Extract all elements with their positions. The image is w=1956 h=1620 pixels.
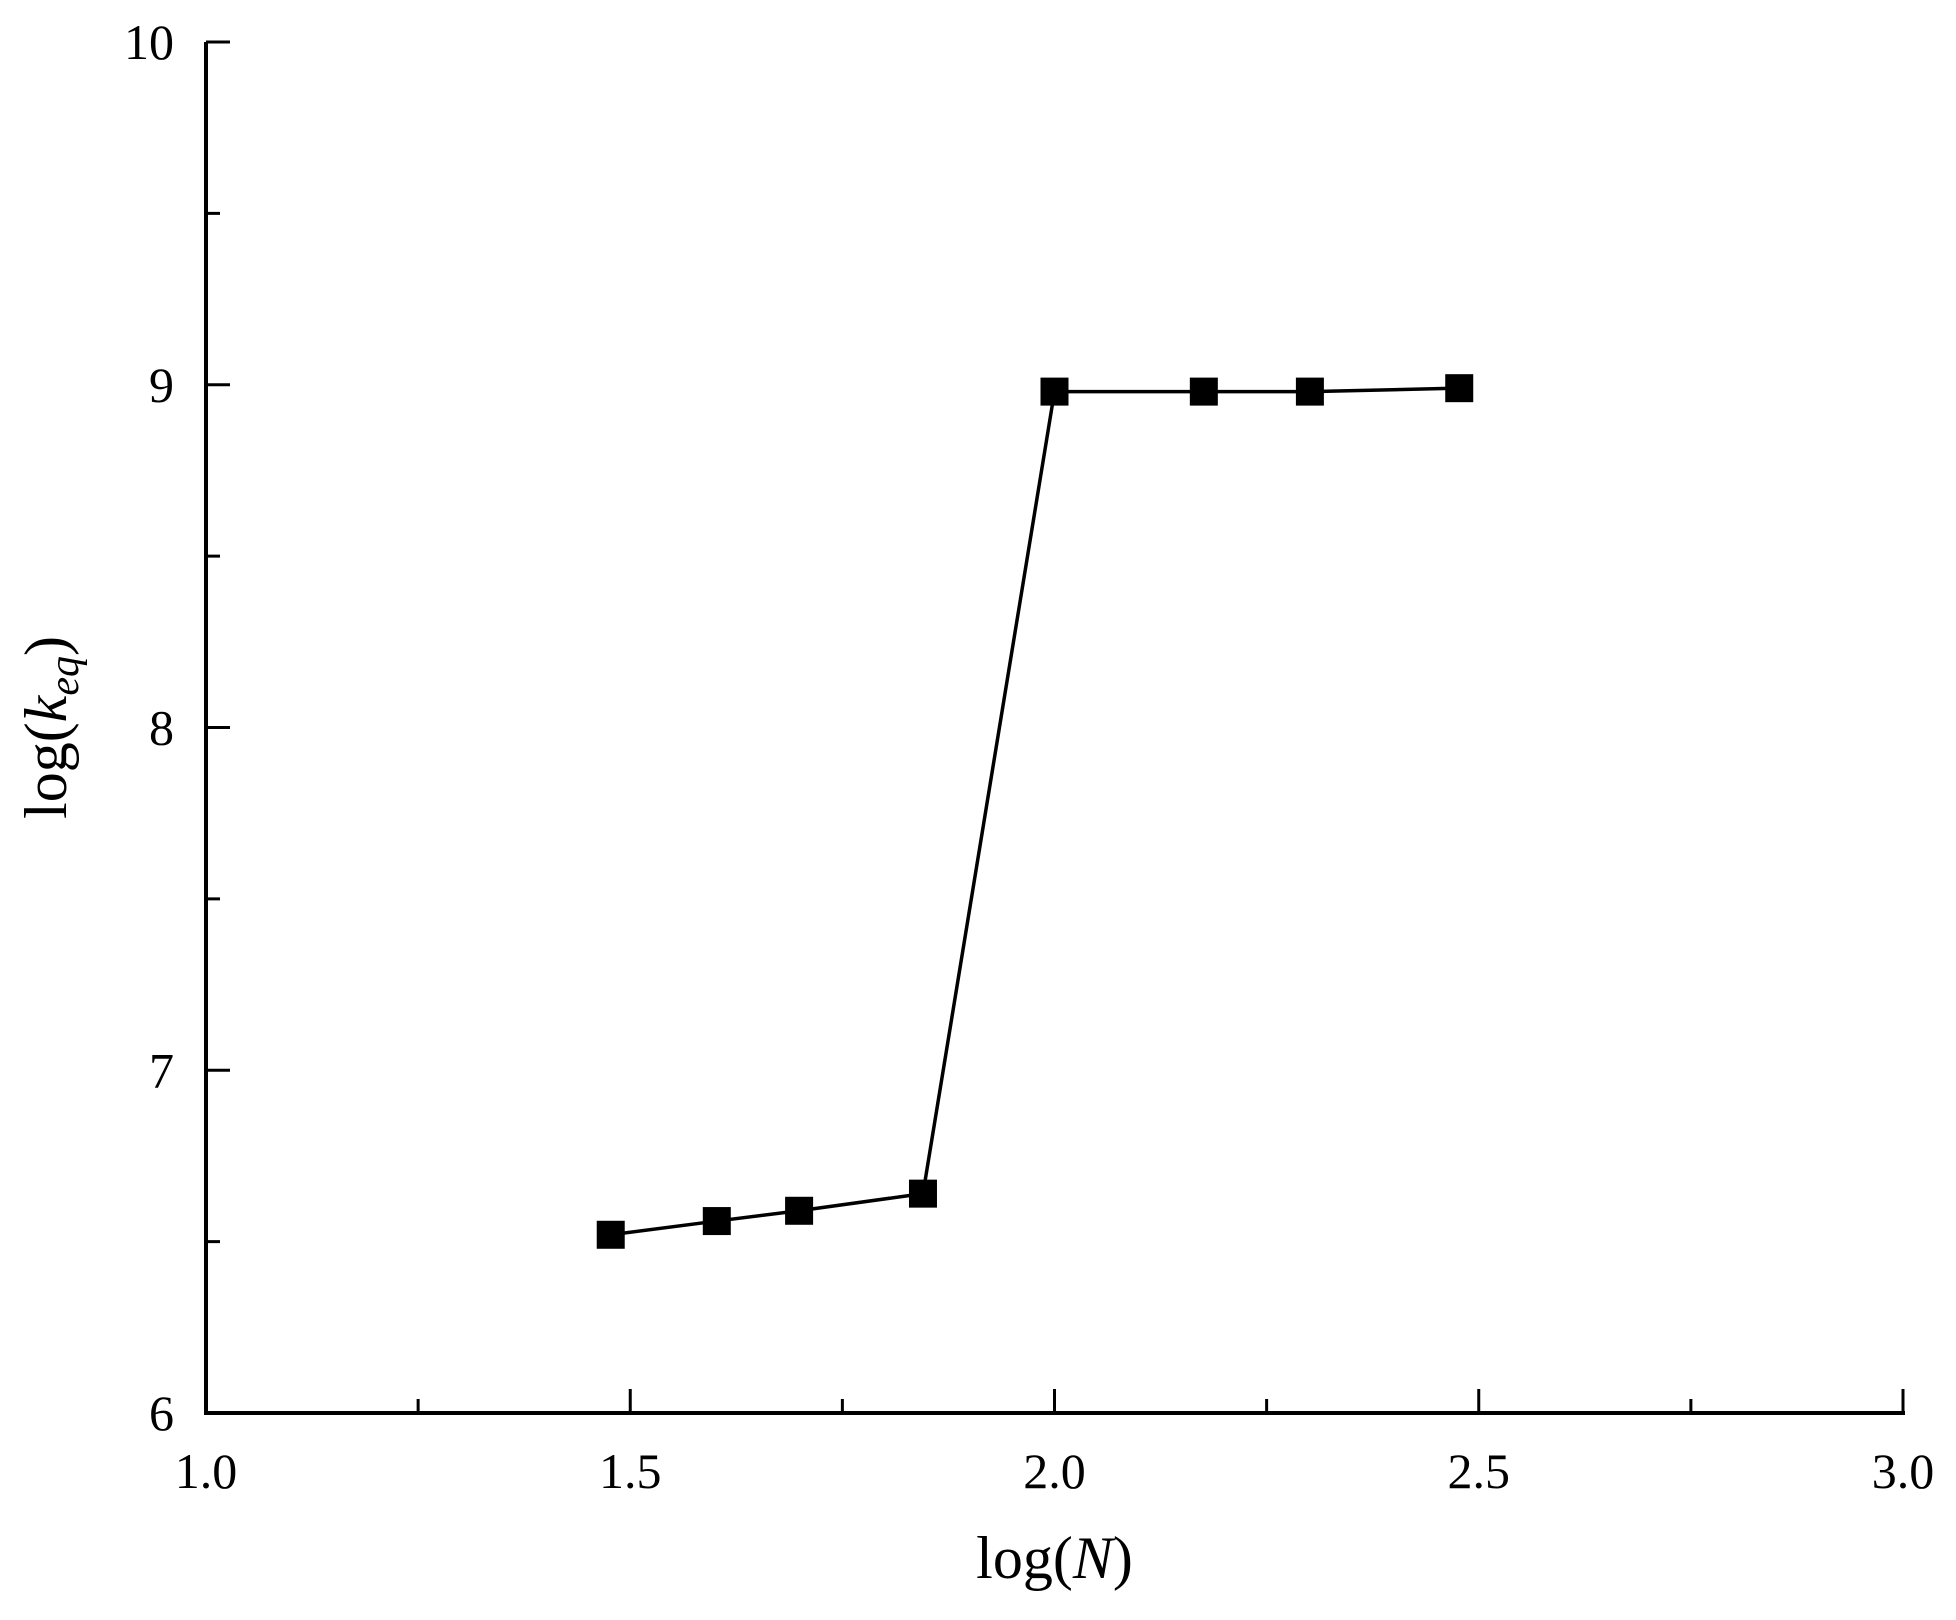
y-axis-title-variable: k <box>13 694 79 722</box>
y-tick-label: 9 <box>149 357 174 413</box>
data-point-marker <box>1040 377 1069 406</box>
y-axis-title-subscript: eq <box>42 656 88 696</box>
data-series <box>596 374 1474 1249</box>
data-point-marker <box>1295 377 1324 406</box>
x-tick-label: 2.0 <box>1023 1443 1086 1499</box>
ticks <box>204 40 1905 1415</box>
x-axis-title-variable: N <box>1072 1525 1116 1591</box>
y-tick-label: 8 <box>149 700 174 756</box>
data-point-marker <box>702 1207 731 1236</box>
series-line-segment <box>798 1191 924 1213</box>
data-point-marker <box>908 1179 937 1208</box>
x-axis-title-suffix: ) <box>1113 1525 1133 1591</box>
x-tick-label: 1.0 <box>175 1443 238 1499</box>
y-axis-title-prefix: log( <box>13 722 79 819</box>
series-line-segment <box>610 1219 718 1237</box>
x-axis-title: log(N) <box>976 1525 1133 1591</box>
tick-labels: 1.0 1.5 2.0 2.5 3.0 6 7 8 9 10 <box>124 14 1934 1499</box>
series-line-segment <box>1309 386 1460 394</box>
x-tick-label: 2.5 <box>1448 1443 1511 1499</box>
series-line-segment <box>921 391 1057 1194</box>
x-tick-label: 1.5 <box>599 1443 662 1499</box>
axes <box>204 42 1905 1415</box>
data-point-marker <box>596 1220 625 1249</box>
y-axis-title-suffix: ) <box>13 636 79 656</box>
data-point-marker <box>1189 377 1218 406</box>
x-axis-title-prefix: log( <box>976 1525 1073 1591</box>
y-axis-title: log(keq) <box>13 636 88 819</box>
data-point-marker <box>785 1196 814 1225</box>
x-tick-label: 3.0 <box>1872 1443 1935 1499</box>
y-tick-label: 10 <box>124 14 174 70</box>
data-point-marker <box>1445 374 1474 403</box>
y-tick-label: 7 <box>149 1042 174 1098</box>
y-tick-label: 6 <box>149 1385 174 1441</box>
